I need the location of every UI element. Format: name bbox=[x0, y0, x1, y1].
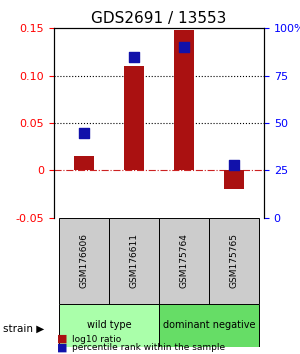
Point bbox=[132, 54, 136, 59]
Text: GSM175764: GSM175764 bbox=[179, 233, 188, 288]
FancyBboxPatch shape bbox=[59, 218, 109, 304]
Text: strain ▶: strain ▶ bbox=[3, 324, 44, 334]
Bar bbox=[174, 30, 194, 170]
Bar bbox=[124, 66, 144, 170]
Text: ■: ■ bbox=[57, 343, 68, 353]
Text: GSM175765: GSM175765 bbox=[230, 233, 238, 288]
Text: dominant negative: dominant negative bbox=[163, 320, 255, 330]
Point bbox=[182, 45, 186, 50]
Text: ■: ■ bbox=[57, 334, 68, 344]
FancyBboxPatch shape bbox=[159, 218, 209, 304]
Bar bbox=[224, 170, 244, 189]
Point bbox=[232, 162, 236, 167]
FancyBboxPatch shape bbox=[109, 218, 159, 304]
Text: GSM176606: GSM176606 bbox=[80, 233, 88, 288]
Title: GDS2691 / 13553: GDS2691 / 13553 bbox=[91, 11, 227, 26]
Point bbox=[82, 130, 86, 135]
Bar bbox=[74, 156, 94, 170]
FancyBboxPatch shape bbox=[159, 304, 259, 347]
Text: log10 ratio: log10 ratio bbox=[72, 335, 121, 344]
Text: wild type: wild type bbox=[87, 320, 131, 330]
Text: GSM176611: GSM176611 bbox=[130, 233, 139, 288]
Text: percentile rank within the sample: percentile rank within the sample bbox=[72, 343, 225, 352]
FancyBboxPatch shape bbox=[59, 304, 159, 347]
FancyBboxPatch shape bbox=[209, 218, 259, 304]
